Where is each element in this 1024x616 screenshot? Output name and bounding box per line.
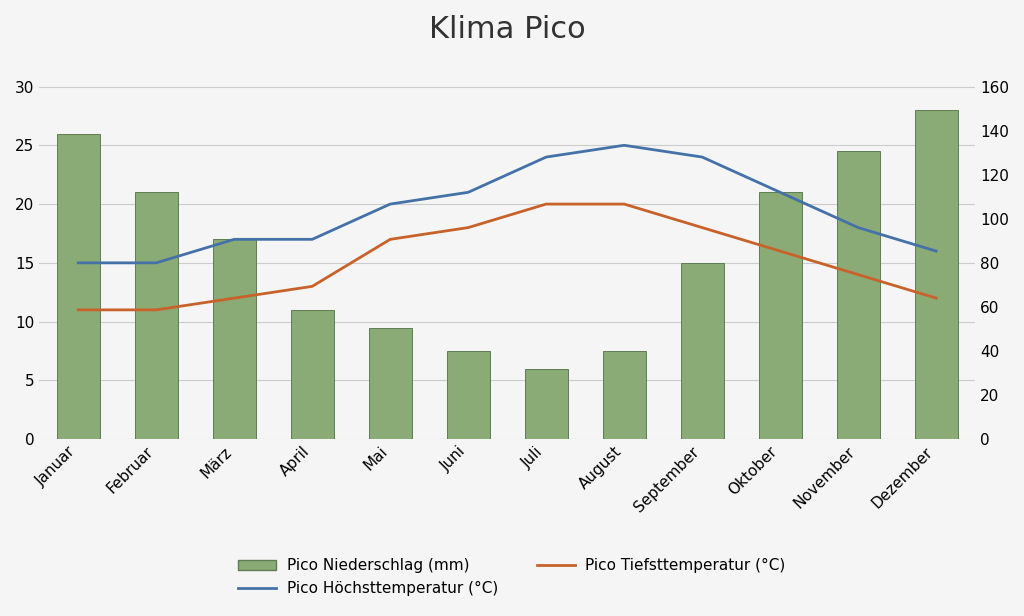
Legend: Pico Niederschlag (mm), Pico Höchsttemperatur (°C), Pico Tiefsttemperatur (°C): Pico Niederschlag (mm), Pico Höchsttempe… [232, 553, 792, 602]
Bar [681, 263, 724, 439]
Bar [603, 351, 645, 439]
Bar [56, 134, 99, 439]
Title: Klima Pico: Klima Pico [429, 15, 586, 44]
Bar [291, 310, 334, 439]
Bar [369, 328, 412, 439]
Bar [759, 192, 802, 439]
Bar [914, 110, 957, 439]
Bar [135, 192, 178, 439]
Bar [524, 368, 567, 439]
Bar [213, 240, 256, 439]
Bar [837, 151, 880, 439]
Bar [446, 351, 489, 439]
